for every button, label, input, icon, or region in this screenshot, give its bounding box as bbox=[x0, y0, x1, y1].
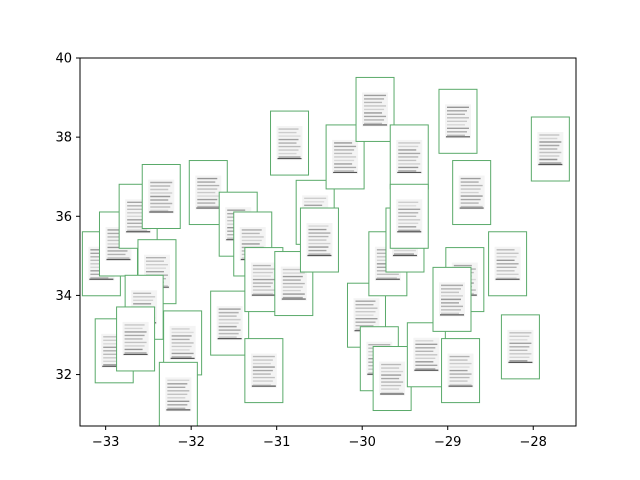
y-tick-label: 38 bbox=[55, 131, 72, 146]
point-marker bbox=[210, 290, 250, 356]
y-tick-label: 40 bbox=[55, 52, 72, 67]
marker-thumbnail bbox=[195, 175, 222, 210]
point-marker bbox=[270, 110, 310, 176]
y-tick-label: 34 bbox=[55, 289, 72, 304]
point-marker bbox=[530, 116, 570, 182]
marker-thumbnail bbox=[439, 282, 465, 317]
point-marker bbox=[299, 207, 339, 273]
x-tick-label: −28 bbox=[520, 435, 547, 450]
marker-thumbnail bbox=[169, 325, 196, 360]
marker-thumbnail bbox=[122, 321, 149, 356]
x-axis: −33 −32 −31 −30 −29 −28 bbox=[92, 426, 547, 450]
marker-thumbnail bbox=[276, 126, 303, 161]
x-tick-label: −33 bbox=[92, 435, 119, 450]
marker-thumbnail bbox=[362, 92, 389, 127]
point-marker bbox=[441, 338, 481, 404]
point-marker bbox=[116, 306, 156, 372]
point-marker bbox=[406, 322, 446, 388]
marker-thumbnail bbox=[537, 132, 564, 167]
marker-thumbnail bbox=[332, 139, 359, 174]
x-tick-label: −29 bbox=[434, 435, 461, 450]
marker-thumbnail bbox=[447, 353, 474, 388]
marker-thumbnail bbox=[444, 104, 471, 139]
x-tick-label: −30 bbox=[348, 435, 375, 450]
point-marker bbox=[389, 183, 429, 249]
point-marker bbox=[389, 124, 429, 190]
y-axis: 32 34 36 38 40 bbox=[55, 52, 80, 383]
point-marker bbox=[244, 338, 284, 404]
marker-thumbnail bbox=[250, 353, 277, 388]
marker-thumbnail bbox=[250, 262, 277, 297]
point-marker bbox=[438, 88, 478, 154]
y-tick-label: 32 bbox=[55, 368, 72, 383]
marker-thumbnail bbox=[216, 306, 243, 341]
marker-thumbnail bbox=[379, 361, 406, 396]
marker-thumbnail bbox=[494, 246, 521, 281]
x-tick-label: −32 bbox=[177, 435, 204, 450]
point-marker bbox=[432, 266, 472, 332]
point-marker bbox=[488, 231, 528, 297]
marker-thumbnail bbox=[458, 175, 485, 210]
x-tick-label: −31 bbox=[263, 435, 290, 450]
plot-marks bbox=[81, 76, 570, 426]
point-marker bbox=[355, 76, 395, 142]
marker-thumbnail bbox=[413, 337, 440, 372]
marker-thumbnail bbox=[306, 223, 333, 258]
point-marker bbox=[141, 163, 181, 229]
point-marker bbox=[158, 361, 198, 426]
point-marker bbox=[452, 160, 492, 226]
point-marker bbox=[372, 346, 412, 412]
marker-thumbnail bbox=[396, 139, 423, 174]
axes-frame bbox=[79, 57, 577, 427]
y-tick-label: 36 bbox=[55, 210, 72, 225]
point-marker bbox=[500, 314, 540, 380]
marker-thumbnail bbox=[148, 179, 175, 214]
marker-thumbnail bbox=[165, 377, 192, 412]
marker-thumbnail bbox=[507, 329, 534, 364]
point-marker bbox=[325, 124, 365, 190]
marker-thumbnail bbox=[396, 199, 423, 234]
